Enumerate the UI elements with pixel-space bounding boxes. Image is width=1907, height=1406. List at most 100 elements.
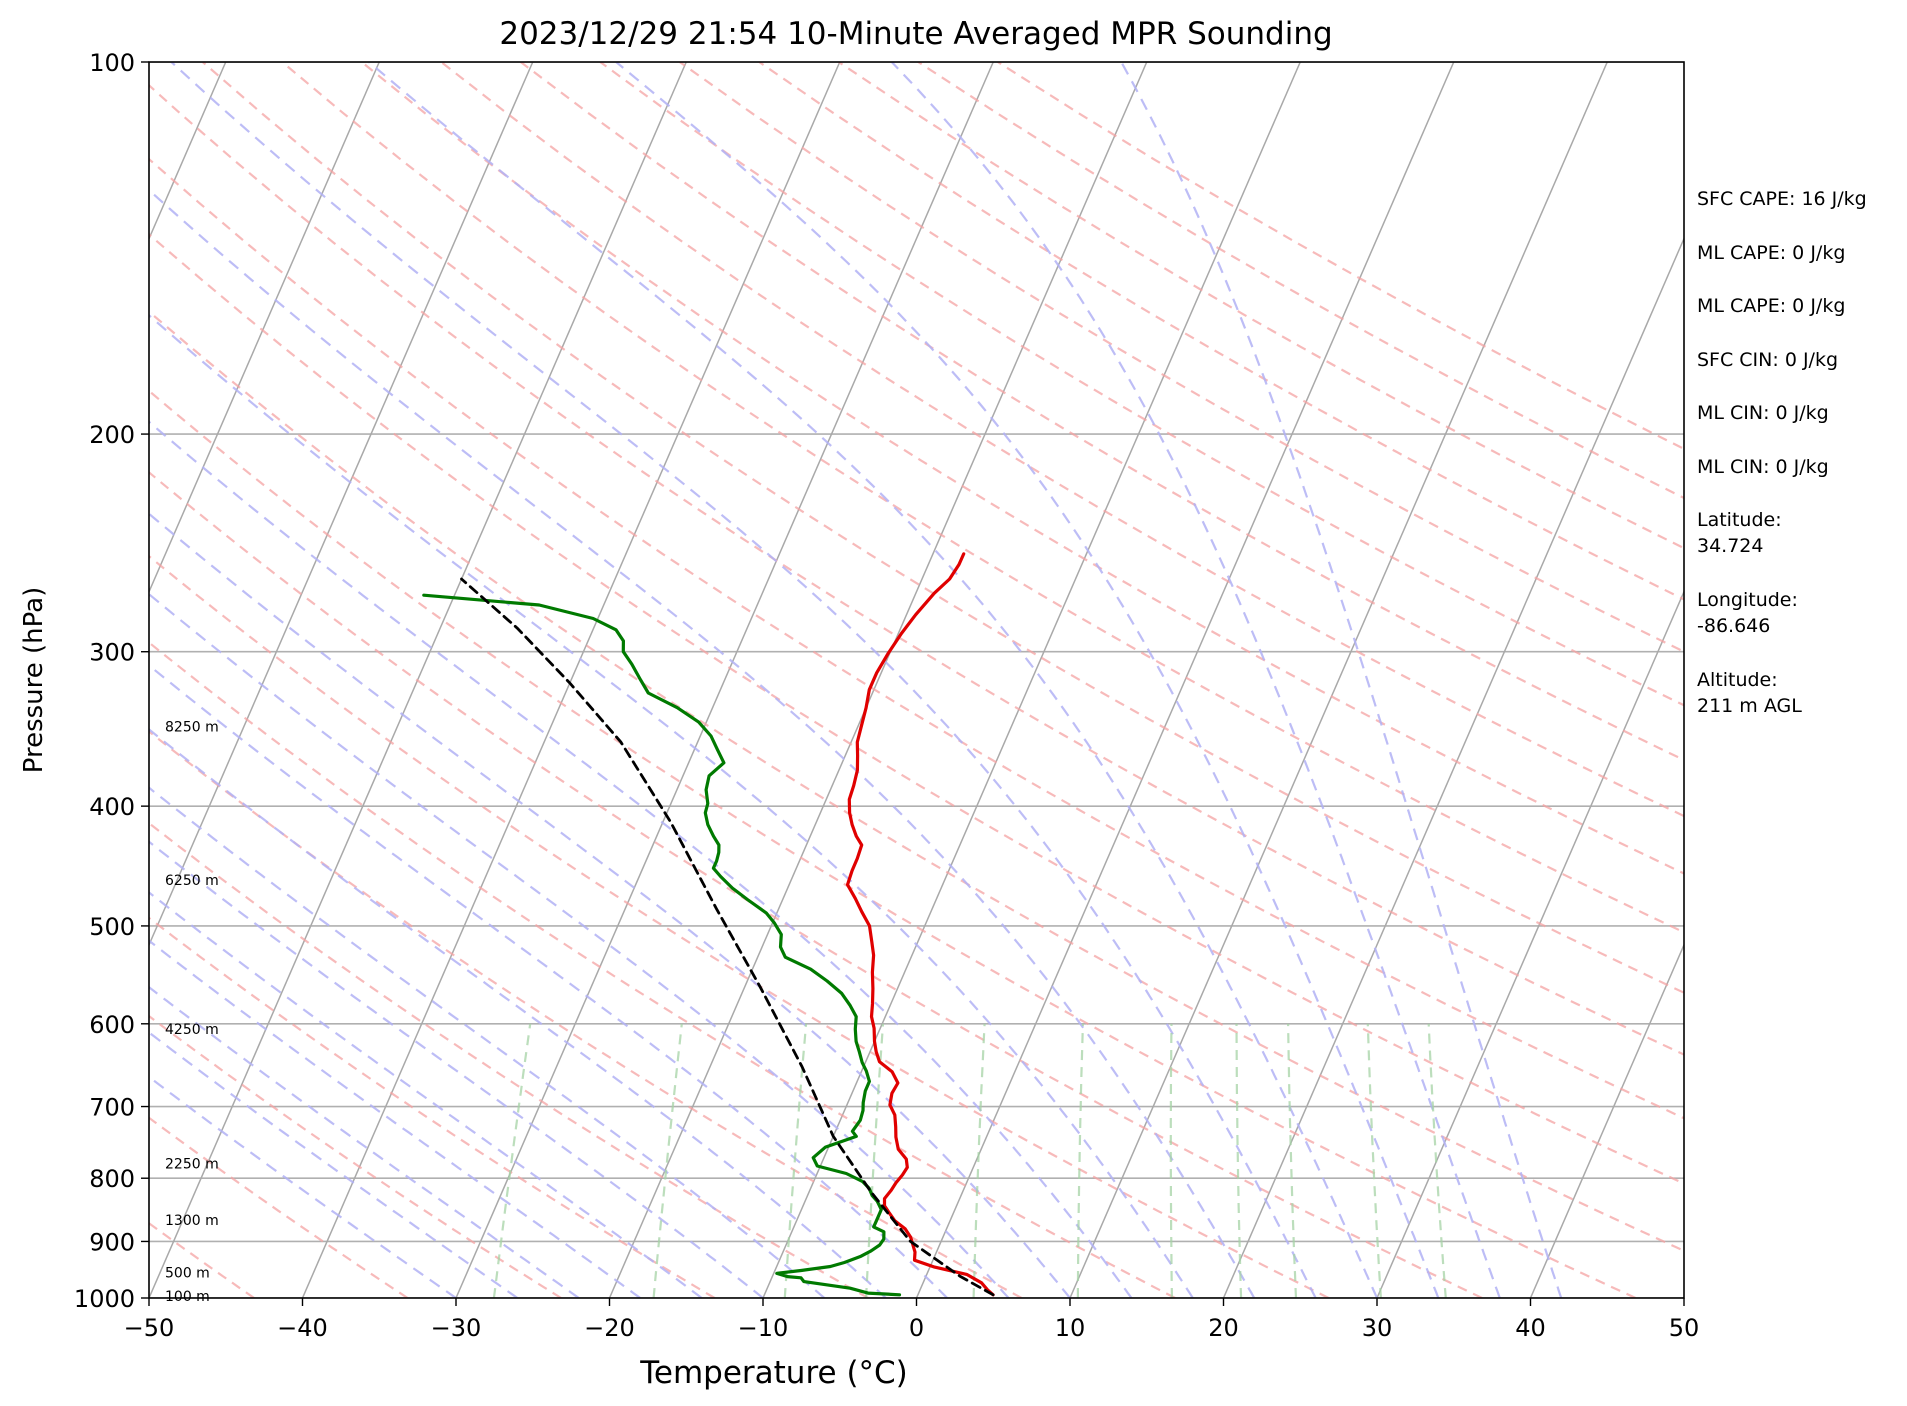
mixing-ratio-line [1366,1023,1382,1298]
background-lines [149,62,1684,1298]
x-tick-label: 30 [1362,1314,1393,1342]
moist-adiabat [615,62,1440,1298]
longitude-text: Longitude: -86.646 [1697,589,1798,637]
moist-adiabat [149,840,764,1298]
x-tick-label: −20 [584,1314,635,1342]
isotherm-line [1069,62,1608,1298]
moist-adiabat [149,985,580,1298]
isotherm-line [455,62,994,1298]
dry-adiabat [149,916,716,1298]
dry-adiabat [758,62,1684,601]
dry-adiabat [440,62,1684,818]
parcel-profile [460,577,995,1297]
stats-panel: SFC CAPE: 16 J/kg ML CAPE: 0 J/kg ML CAP… [1697,186,1902,747]
x-tick-label: 0 [909,1314,924,1342]
y-tick-label: 1000 [74,1285,135,1313]
height-label: 1300 m [165,1213,219,1229]
height-label: 4250 m [165,1022,219,1038]
stat-sfc-cape: SFC CAPE: 16 J/kg [1697,188,1867,210]
moist-adiabat [149,727,887,1298]
mixing-ratio-line [783,1023,808,1298]
dry-adiabat [149,157,1684,1120]
stat-sfc-cin: SFC CIN: 0 J/kg [1697,348,1839,371]
altitude-text: Altitude: 211 m AGL [1697,669,1802,717]
height-label: 6250 m [165,873,219,889]
dry-adiabat [520,62,1684,762]
moist-adiabat [149,663,948,1298]
x-tick-label: −10 [738,1314,789,1342]
y-tick-label: 500 [89,913,135,941]
x-tick-label: 50 [1669,1314,1700,1342]
dry-adiabat [149,232,1684,1185]
moist-adiabat [149,592,1010,1298]
moist-adiabat [890,62,1501,1298]
mixing-ratio-line [492,1023,532,1298]
y-tick-label: 200 [89,421,135,449]
isotherm-line [301,62,841,1298]
isotherm-line [915,62,1455,1298]
chart-title: 2023/12/29 21:54 10-Minute Averaged MPR … [499,16,1332,52]
moist-adiabat [149,313,1194,1298]
moist-adiabat [1120,62,1563,1298]
y-tick-label: 800 [89,1165,135,1193]
latitude-text: Latitude: 34.724 [1697,509,1782,557]
isotherm-line [1529,942,1684,1298]
mixing-ratio-line [972,1023,986,1298]
dry-adiabat [149,1116,409,1298]
mixing-ratio-line [865,1023,885,1298]
dry-adiabat [149,1014,562,1298]
moist-adiabat [149,188,1256,1298]
dry-adiabat [149,730,1023,1298]
isotherm-line [608,62,1148,1298]
dry-adiabat [201,62,1684,994]
isotherm-line [1376,589,1684,1298]
stat-ml-cin: ML CIN: 0 J/kg [1697,402,1829,424]
dry-adiabat [149,310,1684,1252]
mixing-ratio-line [1287,1023,1298,1298]
y-axis-label: Pressure (hPa) [19,587,49,774]
dry-adiabat [149,554,1330,1298]
x-tick-label: −30 [431,1314,482,1342]
mixing-ratio-line [1427,1023,1447,1298]
y-tick-label: 400 [89,793,135,821]
x-tick-label: 10 [1055,1314,1086,1342]
x-tick-label: 20 [1208,1314,1239,1342]
stat-ml-cin-2: ML CIN: 0 J/kg [1697,455,1829,478]
dry-adiabat [149,821,869,1298]
moist-adiabat [149,512,1071,1298]
moist-adiabat [149,891,703,1298]
moist-adiabat [170,62,1317,1298]
height-label: 8250 m [165,720,219,736]
stat-ml-cape: ML CAPE: 0 J/kg [1697,241,1846,264]
axes: −50 −40 −30 −20 −10 0 10 20 30 40 50 1000 900 800 700 6… [74,49,1699,1342]
moist-adiabat [149,1031,519,1298]
y-tick-label: 900 [89,1228,135,1256]
stat-ml-cape-2: ML CAPE: 0 J/kg [1697,295,1846,317]
mixing-ratio-line [1076,1023,1084,1298]
dry-adiabat [149,389,1637,1298]
mixing-ratio-line [1235,1023,1243,1298]
dry-adiabat [281,62,1684,934]
x-tick-label: 40 [1515,1314,1546,1342]
moist-adiabat [149,1075,457,1298]
isotherm-line [149,62,380,594]
x-tick-label: −40 [277,1314,328,1342]
dewpoint-profile [422,593,902,1297]
y-tick-label: 600 [89,1011,135,1039]
isotherm-line [762,62,1301,1298]
y-tick-label: 700 [89,1094,135,1122]
height-label: 100 m [165,1289,210,1305]
height-label: 2250 m [165,1156,219,1172]
y-tick-label: 300 [89,639,135,667]
sounding-lines [422,552,995,1297]
x-axis-label: Temperature (°C) [639,1355,908,1391]
mixing-ratio-line [652,1023,683,1298]
moist-adiabat [149,420,1133,1298]
moist-adiabat [368,62,1379,1298]
y-tick-label: 100 [89,49,135,77]
moist-adiabat [149,939,641,1298]
height-label: 500 m [165,1266,210,1282]
dry-adiabat [149,470,1483,1298]
